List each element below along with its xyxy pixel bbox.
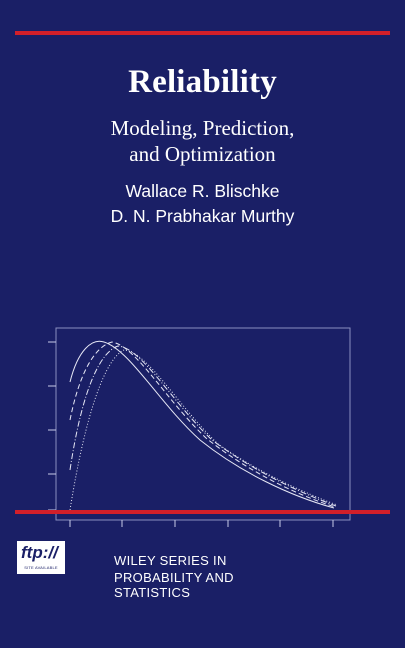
plot-frame (55, 327, 351, 521)
book-title: Reliability (128, 64, 277, 100)
bottom-red-rule (15, 510, 390, 514)
author-1: Wallace R. Blischke (125, 181, 280, 201)
curve-solid (69, 340, 335, 509)
author-2: D. N. Prabhakar Murthy (110, 206, 295, 226)
subtitle-line-1: Modeling, Prediction, (110, 116, 295, 140)
series-line-1: WILEY SERIES IN (114, 553, 227, 568)
plot-y-ticks (48, 341, 56, 511)
series-line-2: PROBABILITY AND STATISTICS (114, 570, 234, 600)
ftp-site-badge: ftp:// SITE AVAILABLE (17, 541, 65, 574)
ftp-small-text: SITE AVAILABLE (24, 565, 58, 570)
top-red-rule (15, 31, 390, 35)
ftp-label: ftp:// (21, 543, 58, 562)
curve-dash-dot (69, 345, 337, 507)
curve-dashed (69, 341, 336, 508)
curve-dotted (69, 349, 338, 511)
decorative-density-plot (48, 327, 351, 527)
subtitle-line-2: and Optimization (129, 142, 276, 166)
plot-x-ticks (69, 520, 334, 527)
